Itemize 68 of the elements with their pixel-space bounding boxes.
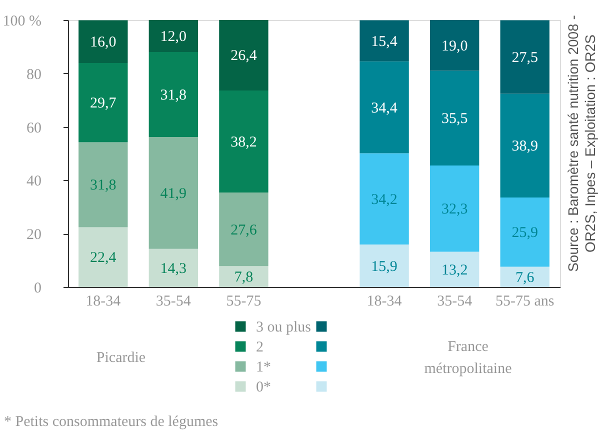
x-tick-label: 18-34 <box>366 294 402 310</box>
data-label: 13,2 <box>441 262 468 278</box>
bar <box>219 192 268 266</box>
bar <box>500 94 550 198</box>
bar <box>219 266 268 287</box>
bar <box>219 90 268 192</box>
source-note: Source : Baromètre santé nutrition 2008 - OR2S, Inpes – Exploitation : OR2S <box>565 14 598 272</box>
data-label: 41,9 <box>160 186 187 202</box>
data-label: 26,4 <box>230 48 258 64</box>
bar <box>78 20 128 63</box>
bar <box>360 61 409 154</box>
text: France métropolitaine <box>424 339 512 377</box>
bar <box>430 20 480 71</box>
data-label: 31,8 <box>160 87 187 104</box>
data-label: 19,0 <box>441 38 468 54</box>
x-tick-label: 18-34 <box>86 294 122 310</box>
data-label: 7,8 <box>234 270 254 286</box>
bar <box>500 266 550 287</box>
data-label: 7,6 <box>515 270 535 286</box>
data-label: 25,9 <box>512 225 538 242</box>
y-tick-label: 60 <box>26 120 42 136</box>
bar <box>78 142 128 228</box>
data-label: 34,2 <box>371 192 398 208</box>
x-tick-label: 35-54 <box>437 294 473 310</box>
bar <box>148 248 198 287</box>
y-tick-label: 20 <box>26 227 42 244</box>
legend-label: 0* <box>256 380 271 396</box>
bar <box>78 62 128 142</box>
x-tick-label: 55-75 <box>226 294 262 310</box>
data-label: 35,5 <box>441 111 468 128</box>
text: Picardie <box>96 350 146 366</box>
data-label: 31,8 <box>90 178 116 194</box>
bar <box>500 198 550 267</box>
data-label: 34,4 <box>371 100 398 116</box>
bar <box>219 20 268 90</box>
legend-label: 3 ou plus <box>256 320 312 336</box>
bar <box>360 153 409 245</box>
bar <box>430 70 480 166</box>
data-label: 16,0 <box>90 34 116 51</box>
data-label: 29,7 <box>90 96 117 112</box>
y-tick-label: 0 <box>34 280 42 296</box>
bar <box>360 244 409 287</box>
legend-label: 1* <box>256 360 271 376</box>
bar <box>78 227 128 287</box>
bar <box>148 20 198 52</box>
x-tick-label: 35-54 <box>156 294 192 310</box>
bar <box>430 166 480 252</box>
data-label: 38,2 <box>230 134 257 150</box>
y-tick-label: 100 % <box>2 14 42 30</box>
text: * Petits consommateurs de légumes <box>4 414 218 430</box>
data-label: 27,5 <box>512 50 538 66</box>
y-tick-label: 40 <box>26 174 42 190</box>
data-label: 15,4 <box>371 34 398 50</box>
data-label: 32,3 <box>441 202 468 218</box>
data-label: 14,3 <box>160 260 187 277</box>
bar <box>148 136 198 249</box>
y-tick-label: 80 <box>26 66 42 83</box>
data-label: 27,6 <box>230 222 258 238</box>
bar <box>500 20 550 94</box>
data-label: 15,9 <box>371 258 398 275</box>
data-label: 22,4 <box>90 250 117 266</box>
data-label: 38,9 <box>512 138 538 155</box>
bar <box>360 20 409 62</box>
legend-label: 2 <box>256 340 264 356</box>
bar <box>430 252 480 287</box>
data-label: 12,0 <box>160 29 187 46</box>
x-tick-label: 55-75 ans <box>495 294 554 310</box>
bar <box>148 52 198 137</box>
